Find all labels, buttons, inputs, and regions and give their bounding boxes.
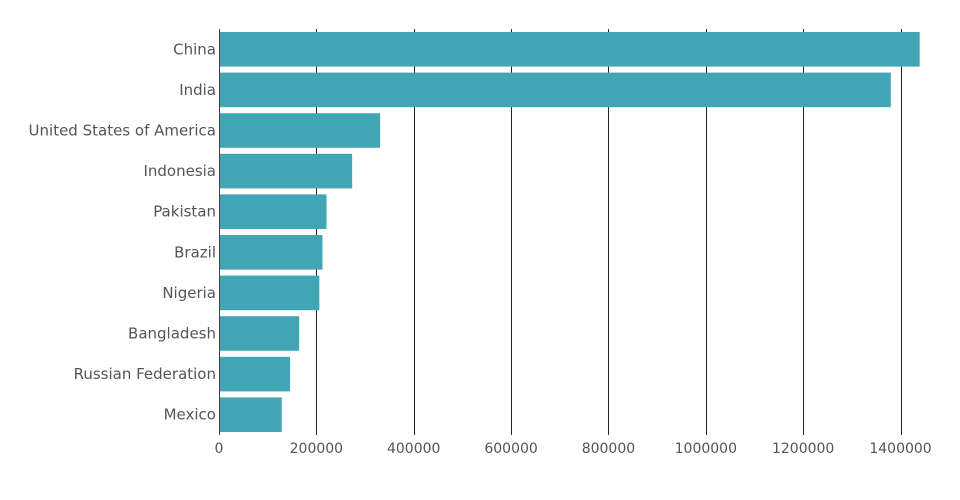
bar — [219, 316, 300, 351]
bar — [219, 194, 327, 229]
category-label: Nigeria — [162, 284, 216, 302]
category-label: India — [179, 81, 216, 99]
x-tick-label: 400000 — [387, 441, 440, 457]
x-tick-label: 200000 — [290, 441, 343, 457]
x-tick-label: 1400000 — [869, 441, 931, 457]
x-tick-label: 600000 — [484, 441, 537, 457]
bar — [219, 113, 381, 148]
bar — [219, 235, 323, 270]
x-tick-label: 800000 — [582, 441, 635, 457]
x-tick-label: 0 — [215, 441, 224, 457]
category-label: Pakistan — [153, 203, 216, 221]
x-tick-label: 1200000 — [772, 441, 834, 457]
bar — [219, 356, 291, 392]
category-label: Indonesia — [143, 162, 216, 180]
x-tick-labels: 0 200000 400000 600000 800000 1000000 1200000 1… — [215, 441, 932, 457]
x-tick-label: 1000000 — [675, 441, 737, 457]
category-label: Bangladesh — [128, 325, 216, 343]
category-label: United States of America — [29, 122, 216, 140]
category-label: Mexico — [164, 406, 216, 424]
category-label: China — [173, 40, 216, 58]
category-labels: China India United States of America Indone… — [29, 40, 216, 423]
bar — [219, 153, 353, 189]
category-label: Brazil — [174, 243, 216, 261]
category-label: Russian Federation — [74, 365, 216, 383]
bar — [219, 275, 320, 311]
bar — [219, 32, 920, 67]
bar — [219, 397, 282, 432]
bars — [219, 32, 920, 432]
bar — [219, 72, 891, 108]
